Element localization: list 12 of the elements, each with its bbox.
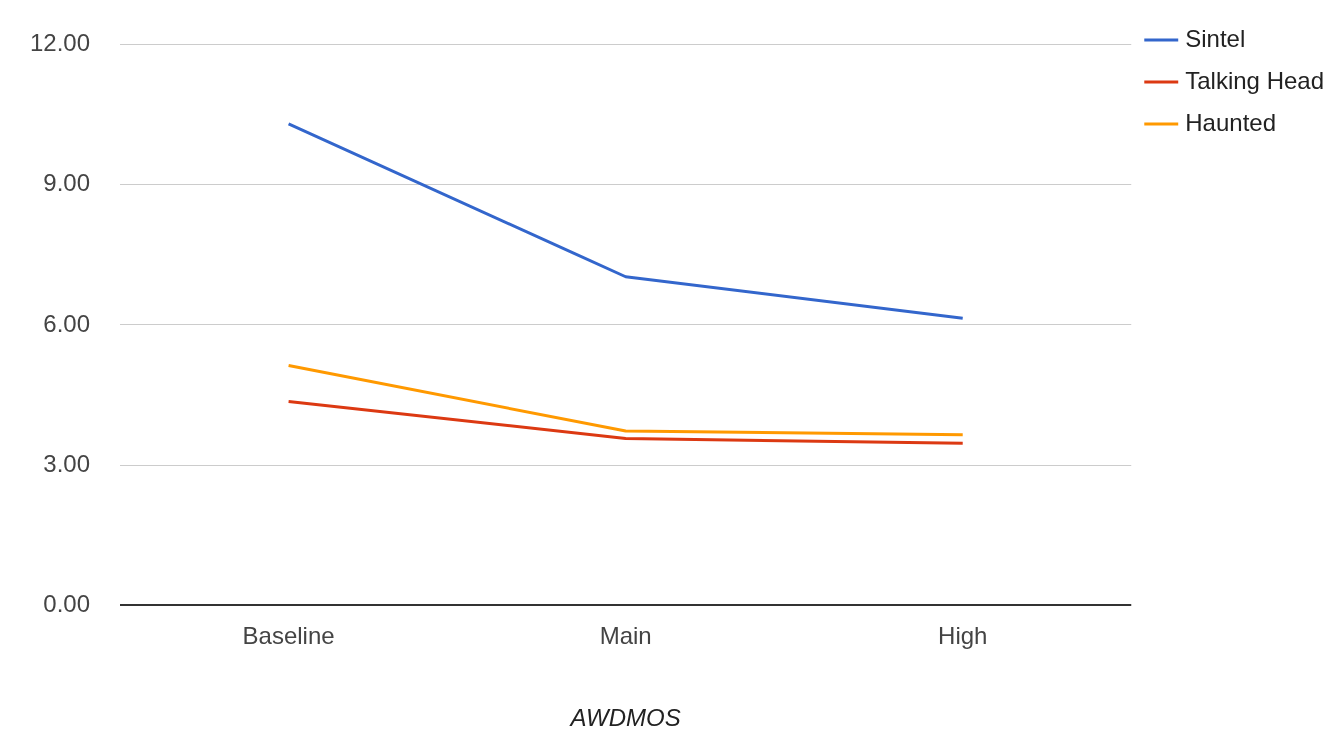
x-axis-title: AWDMOS [568,704,681,732]
legend-label: Haunted [1185,108,1276,136]
y-tick-label: 6.00 [43,309,91,337]
legend-label: Talking Head [1185,66,1324,94]
legend-label: Sintel [1185,24,1246,52]
x-tick-label: Main [599,622,652,650]
y-tick-label: 12.00 [30,29,91,57]
x-tick-label: High [938,622,988,650]
y-tick-label: 9.00 [43,169,91,197]
y-tick-label: 3.00 [43,449,91,477]
y-tick-label: 0.00 [43,590,91,618]
x-tick-label: Baseline [242,622,335,650]
